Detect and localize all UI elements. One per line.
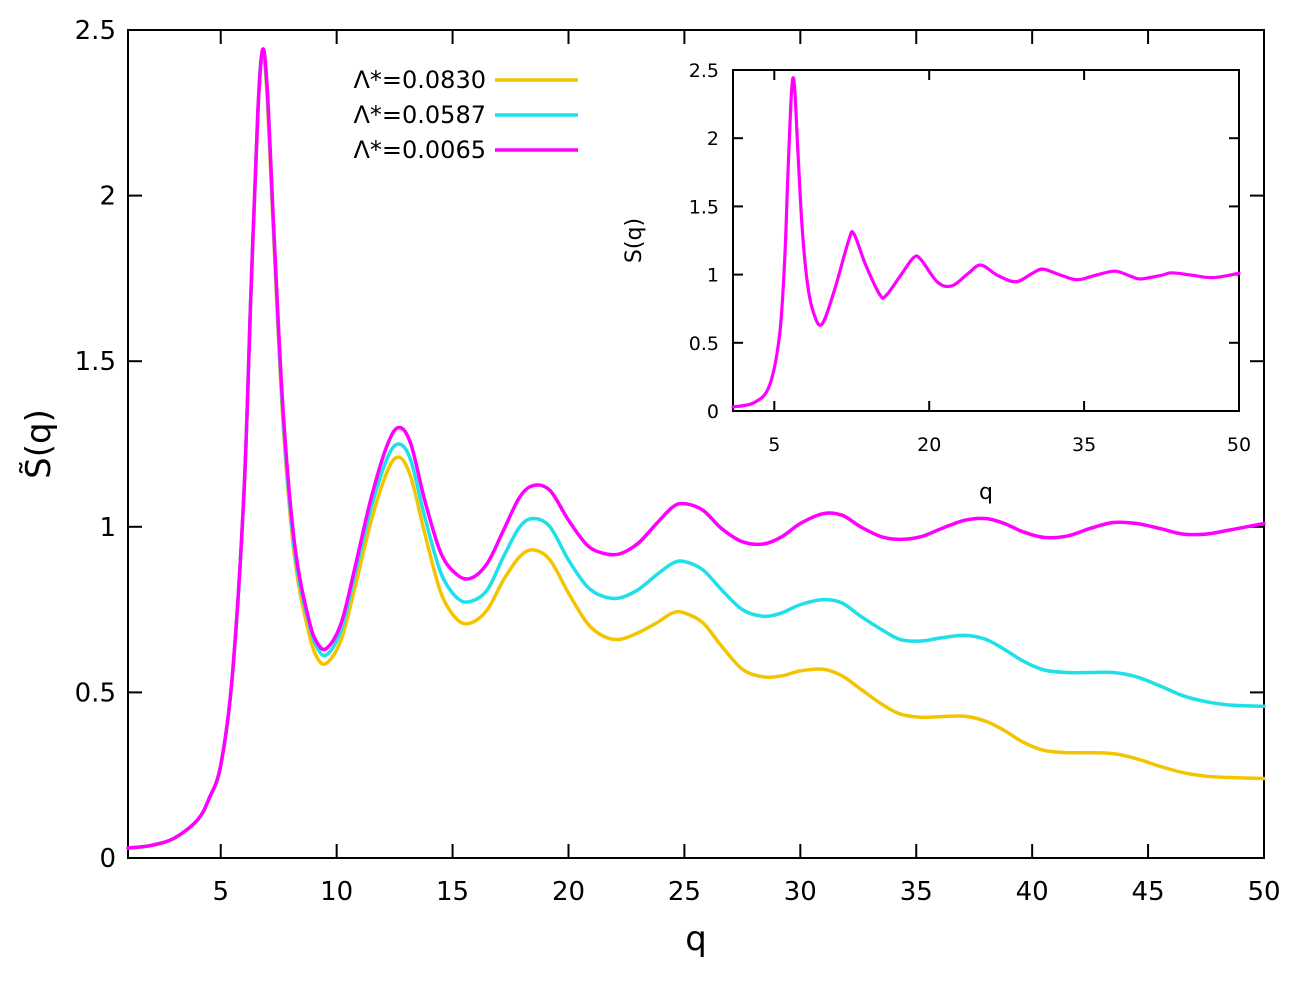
- series-line: [731, 76, 1241, 409]
- y-tick-label: 2: [99, 182, 116, 212]
- x-tick-label: 40: [1016, 877, 1049, 907]
- legend-entry-label: Λ*=0.0065: [353, 136, 486, 164]
- main-legend: Λ*=0.0830 Λ*=0.0587 Λ*=0.0065: [353, 66, 578, 164]
- x-tick-label: 35: [1072, 434, 1096, 456]
- inset-plot-frame: [732, 69, 1240, 412]
- main-y-axis-label: S̃(q): [19, 409, 59, 479]
- main-series-group: [126, 47, 1266, 850]
- main-plot-frame: [127, 29, 1265, 859]
- y-tick-label: 1.5: [689, 196, 719, 218]
- x-tick-label: 5: [212, 877, 229, 907]
- x-tick-label: 15: [436, 877, 469, 907]
- main-y-ticks: 0 0.5 1 1.5 2 2.5: [75, 16, 1264, 874]
- y-tick-label: 2: [707, 128, 719, 150]
- x-tick-label: 35: [900, 877, 933, 907]
- y-tick-label: 1: [99, 513, 116, 543]
- y-tick-label: 0: [707, 401, 719, 423]
- y-tick-label: 2.5: [689, 60, 719, 82]
- y-tick-label: 2.5: [75, 16, 116, 46]
- legend-entry-label: Λ*=0.0587: [353, 101, 486, 129]
- inset-y-ticks: 0 0.5 1 1.5 2 2.5: [689, 60, 1239, 423]
- y-tick-label: 0.5: [75, 678, 116, 708]
- legend-entry-label: Λ*=0.0830: [353, 66, 486, 94]
- inset-plot: 5 20 35 50 0 0.5 1 1.5 2 2.5 q S(q): [622, 60, 1251, 505]
- x-tick-label: 45: [1132, 877, 1165, 907]
- x-tick-label: 5: [768, 434, 780, 456]
- x-tick-label: 20: [917, 434, 941, 456]
- x-tick-label: 20: [552, 877, 585, 907]
- inset-y-axis-label: S(q): [622, 218, 647, 263]
- main-x-axis-label: q: [685, 919, 707, 959]
- x-tick-label: 30: [784, 877, 817, 907]
- y-tick-label: 1.5: [75, 347, 116, 377]
- x-tick-label: 50: [1247, 877, 1280, 907]
- y-tick-label: 0.5: [689, 333, 719, 355]
- main-plot: 5 10 15 20 25 30 35 40 45 50 00.511.522.5 q S̃(q)…: [19, 16, 1281, 959]
- inset-series-group: [731, 76, 1241, 409]
- x-tick-label: 25: [668, 877, 701, 907]
- inset-plot-background: [733, 70, 1239, 411]
- y-tick-label: 0: [99, 844, 116, 874]
- y-tick-label: 1: [707, 265, 719, 287]
- x-tick-label: 10: [320, 877, 353, 907]
- x-tick-label: 50: [1227, 434, 1251, 456]
- inset-x-axis-label: q: [979, 480, 993, 505]
- main-x-ticks: 5 10 15 20 25 30 35 40 45 50: [212, 30, 1281, 907]
- series-line: [126, 47, 1266, 850]
- inset-x-ticks: 5 20 35 50: [768, 70, 1251, 456]
